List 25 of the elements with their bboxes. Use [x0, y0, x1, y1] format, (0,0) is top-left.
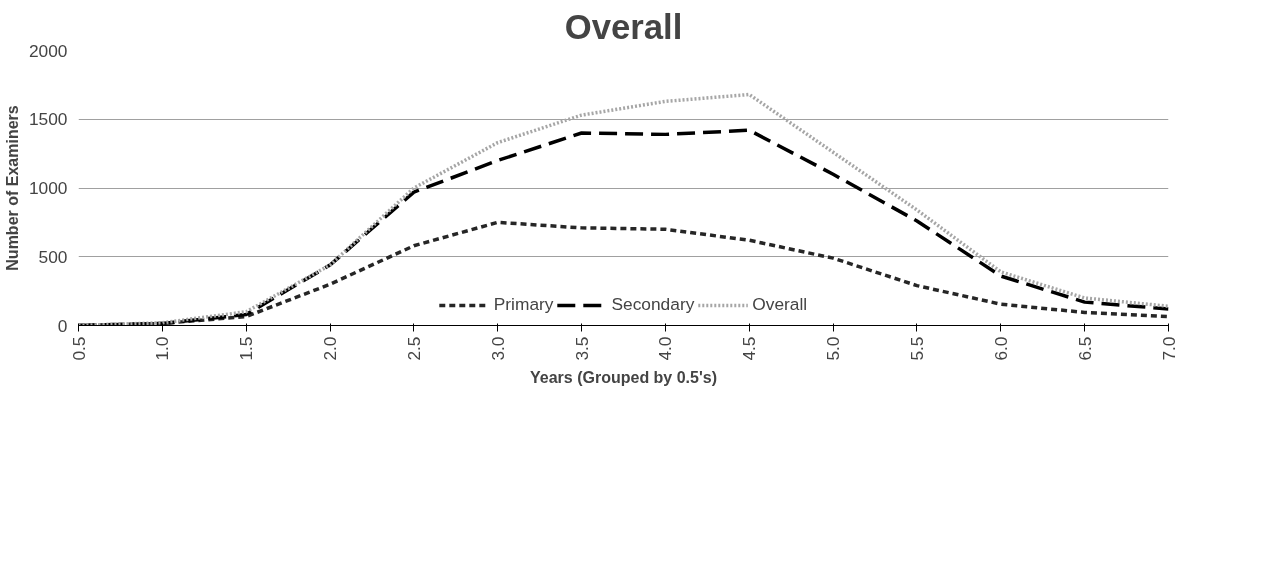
x-tick-label: 5.0 — [823, 336, 844, 361]
x-axis-title: Years (Grouped by 0.5's) — [530, 368, 717, 386]
x-tick-label: 3.0 — [487, 336, 508, 361]
x-tick-label: 1.0 — [152, 336, 173, 361]
x-tick-label: 6.0 — [990, 336, 1011, 361]
y-tick-label: 2000 — [28, 40, 68, 61]
y-tick-label: 500 — [38, 246, 68, 267]
chart-title: Overall — [564, 7, 683, 46]
x-tick-label: 4.0 — [655, 336, 676, 361]
y-tick-label: 1500 — [28, 109, 68, 130]
x-tick-label: 4.5 — [739, 336, 760, 361]
x-tick-label: 3.5 — [571, 336, 592, 361]
x-tick-label: 7.0 — [1158, 336, 1179, 361]
y-axis-title: Number of Examiners — [3, 105, 21, 271]
x-tick-label: 1.5 — [236, 336, 257, 361]
y-tick-label: 1000 — [28, 178, 68, 198]
legend-label: Primary — [493, 294, 554, 315]
y-tick-label: 0 — [57, 315, 68, 336]
x-tick-label: 0.5 — [68, 336, 89, 361]
legend-label: Secondary — [611, 294, 695, 315]
x-tick-label: 2.5 — [403, 336, 424, 361]
legend-label: Overall — [752, 294, 808, 315]
x-tick-label: 5.5 — [906, 336, 927, 361]
x-tick-label: 6.5 — [1074, 336, 1095, 361]
x-tick-label: 2.0 — [320, 336, 341, 361]
